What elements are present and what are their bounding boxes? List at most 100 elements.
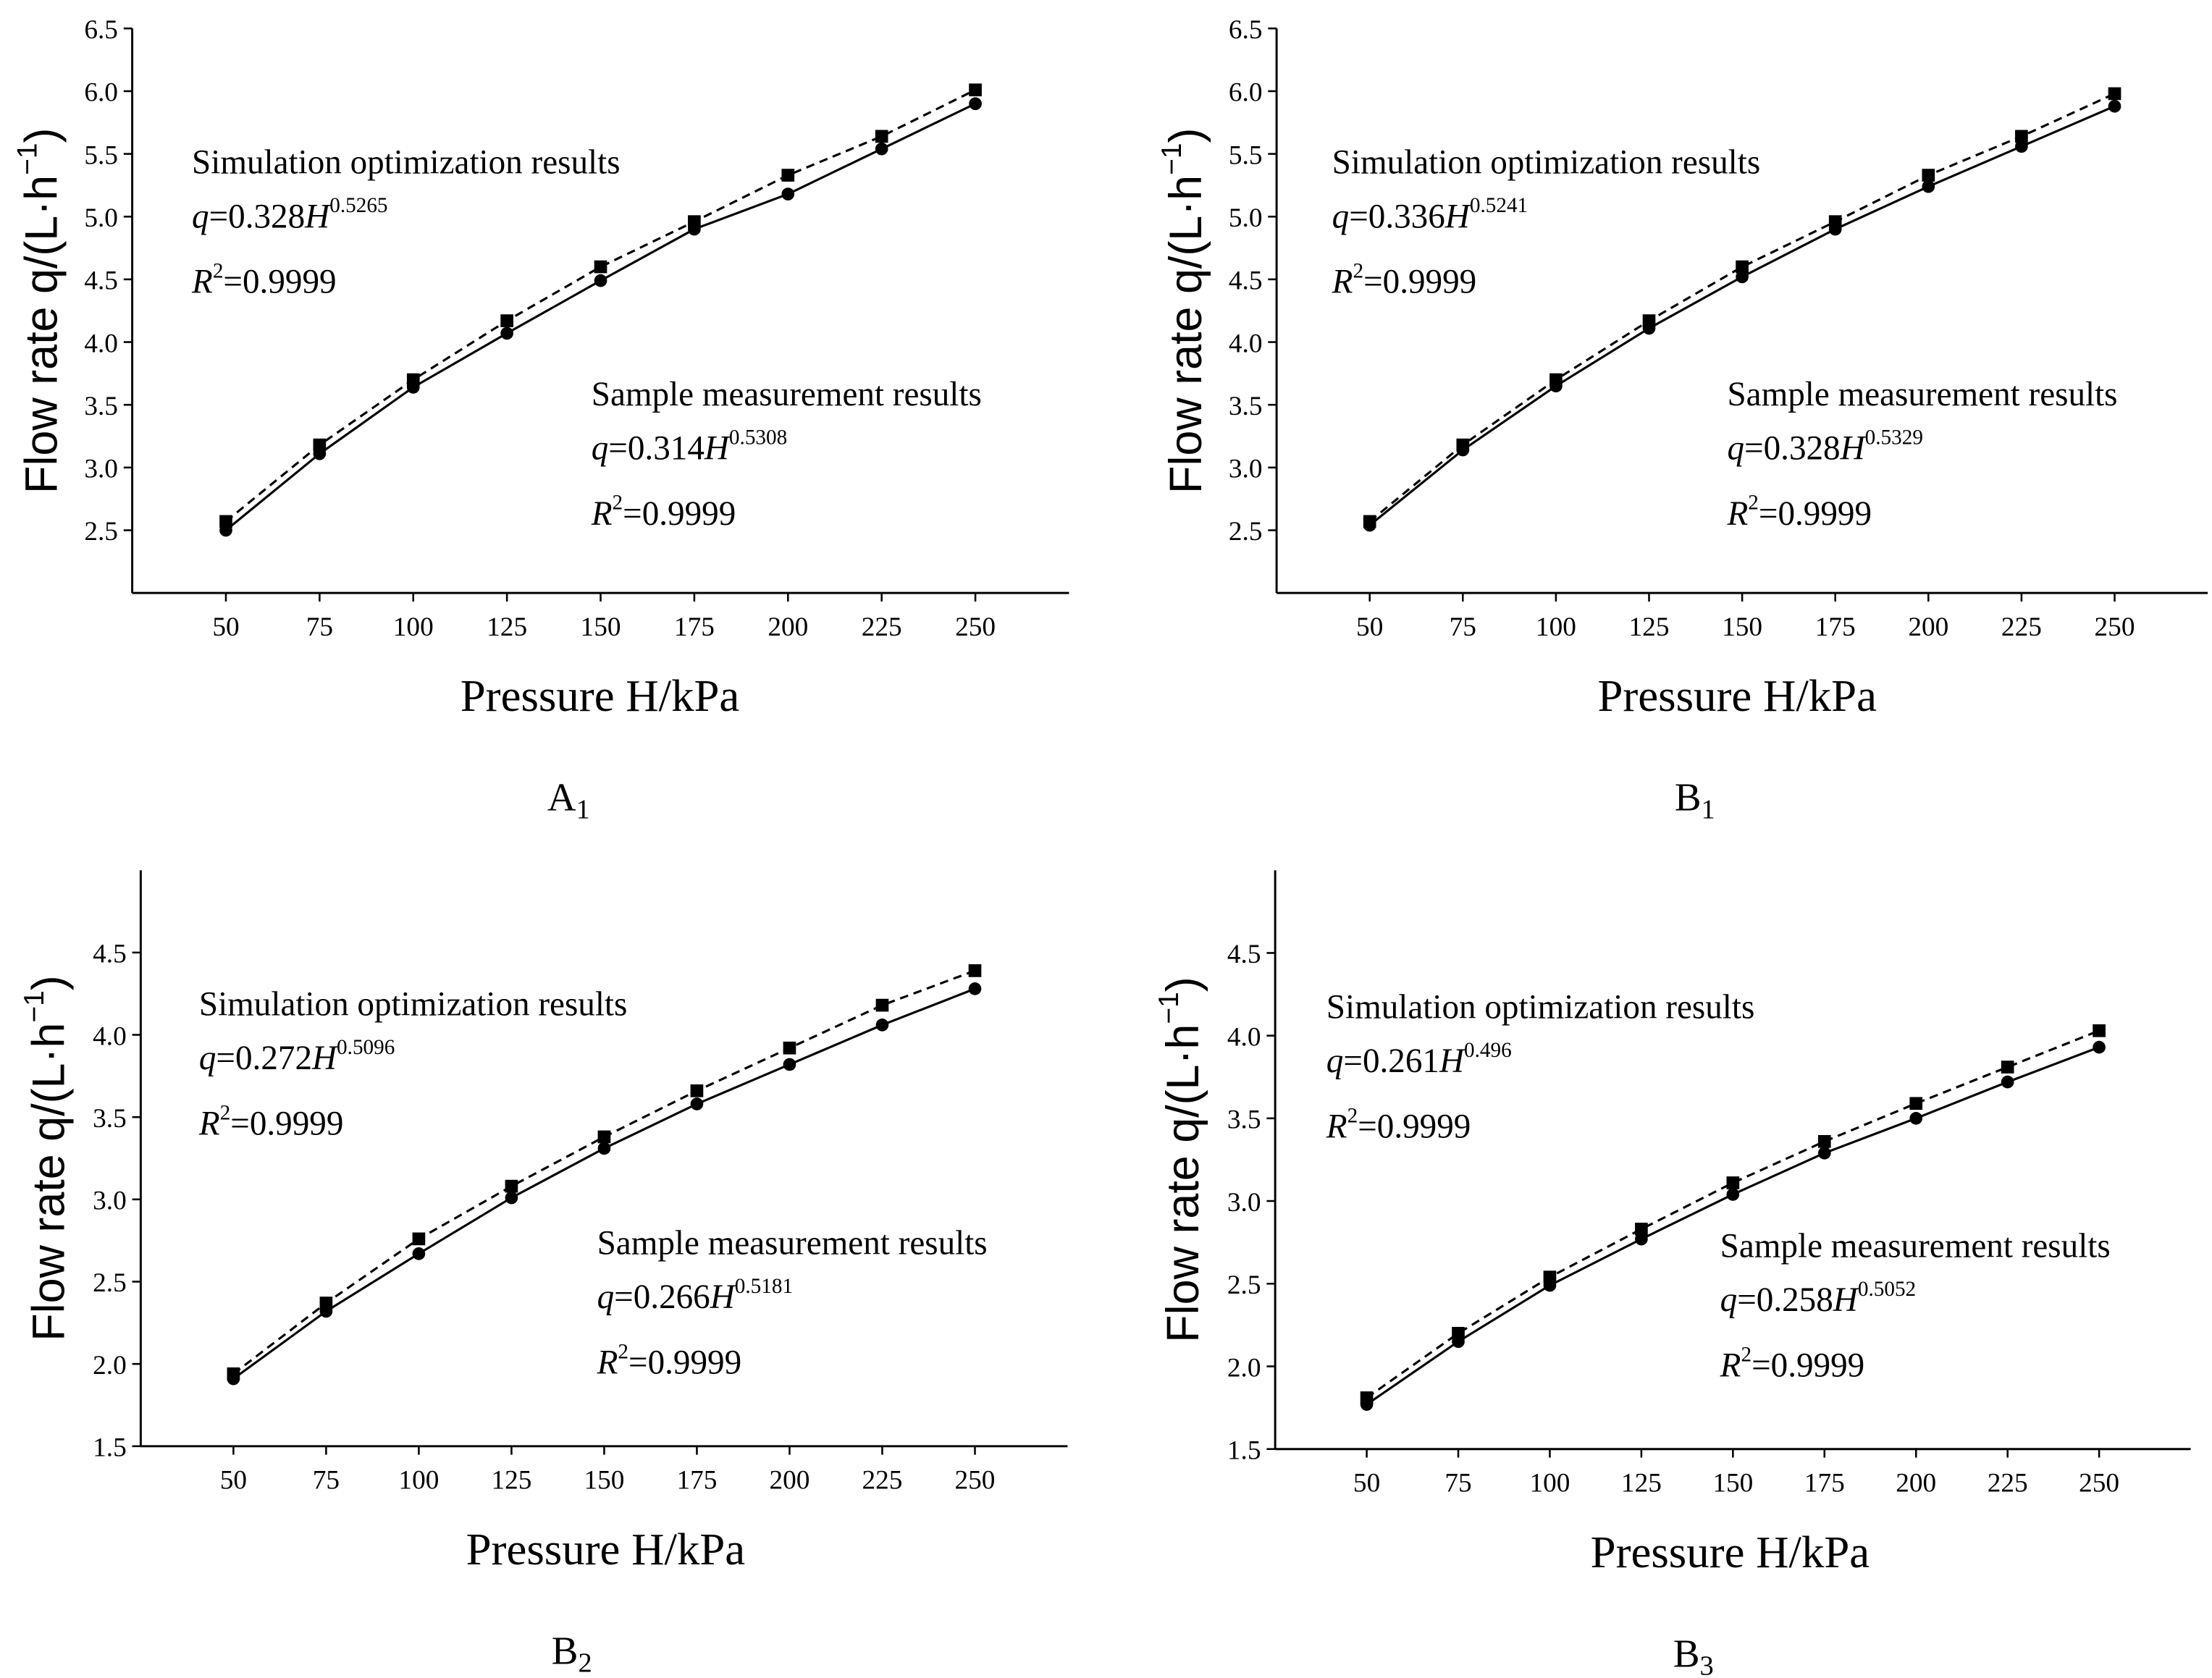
- fit-r2: R2=0.9999: [1720, 1343, 1865, 1384]
- series-label: Simulation optimization results: [199, 986, 627, 1024]
- circle-marker: [500, 326, 513, 340]
- square-marker: [2015, 130, 2028, 143]
- x-tick-label: 175: [676, 1466, 717, 1496]
- y-axis-label-part: −1: [19, 990, 50, 1022]
- x-tick-label: 75: [306, 612, 333, 642]
- fit-r2: R2=0.9999: [198, 1101, 344, 1142]
- x-tick-label: 75: [313, 1466, 340, 1496]
- fit-line: [1368, 92, 2116, 523]
- y-axis-label-part: ): [17, 127, 67, 143]
- fit-equation-part: H: [1439, 1042, 1466, 1080]
- fit-r2-part: R: [1332, 263, 1353, 301]
- square-marker: [1635, 1223, 1648, 1236]
- y-axis-label-part: Flow rate q/(L·h: [17, 175, 67, 494]
- y-axis-label-part: −1: [12, 143, 43, 174]
- fit-r2: R2=0.9999: [591, 492, 736, 533]
- square-marker: [219, 515, 232, 528]
- circle-marker: [1360, 1398, 1374, 1411]
- square-marker: [781, 169, 795, 182]
- x-tick-label: 250: [955, 1466, 996, 1496]
- fit-equation-part: q: [192, 198, 209, 235]
- y-tick-label: 4.5: [93, 940, 127, 969]
- fit-r2-part: 2: [213, 259, 224, 282]
- panel-caption-part: A: [547, 775, 576, 819]
- y-tick-label: 5.0: [84, 203, 118, 233]
- fit-equation-part: q: [1727, 429, 1744, 467]
- series-label: Sample measurement results: [597, 1225, 988, 1262]
- fit-equation-part: =0.328: [1744, 429, 1841, 467]
- fit-r2: R2=0.9999: [597, 1340, 742, 1381]
- y-tick-label: 6.5: [1229, 15, 1263, 45]
- y-tick-label: 5.5: [84, 140, 118, 170]
- fit-equation-part: H: [710, 1278, 737, 1316]
- circle-marker: [875, 1019, 889, 1032]
- x-tick-label: 75: [1444, 1469, 1471, 1498]
- y-tick-label: 4.5: [84, 266, 118, 296]
- circle-marker: [406, 381, 420, 394]
- fit-equation-part: =0.266: [614, 1278, 710, 1316]
- x-tick-label: 150: [581, 612, 621, 642]
- circle-marker: [1736, 270, 1749, 284]
- square-marker: [505, 1179, 518, 1193]
- x-tick-label: 250: [2079, 1469, 2119, 1498]
- fit-r2-part: R: [191, 263, 213, 301]
- fit-equation-part: =0.261: [1343, 1042, 1439, 1080]
- square-marker: [1922, 169, 1935, 182]
- x-tick-label: 250: [955, 612, 996, 642]
- square-marker: [968, 964, 982, 977]
- circle-marker: [597, 1142, 611, 1155]
- square-marker: [500, 314, 513, 327]
- x-tick-label: 100: [398, 1466, 439, 1496]
- circle-marker: [2108, 99, 2121, 113]
- x-tick-label: 100: [393, 612, 434, 642]
- circle-marker: [505, 1191, 518, 1205]
- fit-equation-part: 0.5265: [329, 194, 387, 217]
- circle-marker: [219, 523, 232, 537]
- fit-r2-part: =0.9999: [223, 263, 336, 301]
- x-axis-label: Pressure H/kPa: [466, 1524, 746, 1574]
- x-tick-label: 125: [487, 612, 527, 642]
- panel-caption: B1: [1675, 775, 1715, 825]
- fit-equation-part: q: [1332, 198, 1350, 235]
- y-tick-label: 5.0: [1229, 203, 1263, 233]
- square-marker: [1736, 260, 1749, 274]
- circle-marker: [1635, 1232, 1648, 1246]
- x-tick-label: 150: [584, 1466, 624, 1496]
- y-axis-label-part: ): [1158, 977, 1208, 992]
- circle-marker: [1817, 1146, 1831, 1160]
- fit-equation-part: H: [1833, 1281, 1860, 1319]
- y-tick-label: 2.0: [93, 1351, 127, 1380]
- circle-marker: [1456, 443, 1470, 457]
- x-tick-label: 225: [2001, 612, 2042, 642]
- y-tick-label: 4.0: [1227, 1022, 1261, 1052]
- y-axis-label-part: Flow rate q/(L·h: [23, 1023, 74, 1341]
- y-axis-label-part: −1: [1156, 143, 1187, 174]
- series-label: Simulation optimization results: [1326, 989, 1754, 1026]
- circle-marker: [1922, 180, 1935, 193]
- x-tick-label: 175: [674, 612, 715, 642]
- y-tick-label: 3.0: [84, 455, 118, 484]
- fit-equation-part: 0.496: [1464, 1039, 1512, 1062]
- fit-r2: R2=0.9999: [1326, 1104, 1471, 1145]
- fit-equation-part: q: [1720, 1281, 1738, 1319]
- panel-caption-part: B: [1673, 1631, 1700, 1675]
- fit-r2-part: R: [1326, 1108, 1347, 1146]
- fit-equation-part: 0.5096: [337, 1036, 395, 1059]
- circle-marker: [2093, 1040, 2106, 1054]
- fit-r2-part: =0.9999: [1358, 1108, 1471, 1146]
- fit-r2-part: =0.9999: [1751, 1347, 1864, 1385]
- fit-r2-part: 2: [1347, 1104, 1358, 1127]
- fit-equation: q=0.328H0.5329: [1727, 426, 1923, 467]
- fit-equation-part: 0.5241: [1470, 194, 1528, 217]
- y-tick-label: 6.5: [84, 15, 118, 45]
- panel-caption-part: 1: [1702, 795, 1715, 825]
- square-marker: [1817, 1135, 1831, 1148]
- x-tick-label: 200: [768, 612, 808, 642]
- fit-equation-part: H: [304, 198, 332, 235]
- circle-marker: [1452, 1335, 1465, 1349]
- y-tick-label: 3.5: [93, 1104, 127, 1134]
- x-tick-label: 100: [1536, 612, 1576, 642]
- fit-r2-part: 2: [220, 1101, 231, 1124]
- circle-marker: [594, 274, 607, 287]
- panel-caption-part: 1: [576, 795, 590, 825]
